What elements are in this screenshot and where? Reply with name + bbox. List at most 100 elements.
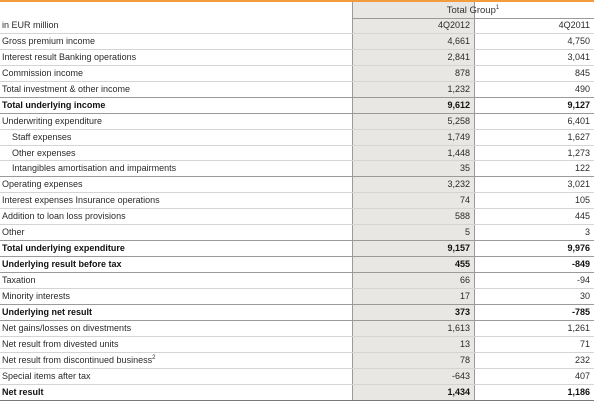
row-label-text: Interest expenses Insurance operations [2,195,160,206]
row-label: Underlying net result [2,307,92,317]
value-4q2012: 13 [459,338,470,349]
column-divider [474,2,475,401]
value-4q2011: 4,750 [567,35,590,46]
value-4q2012: 9,157 [447,243,470,254]
value-4q2012: 1,434 [447,386,470,397]
row-label-text: Net result [2,386,44,397]
value-4q2012: 35 [459,163,470,174]
table-row: Underwriting expenditure 5,258 6,401 [0,114,594,130]
table-row: Net gains/losses on divestments 1,613 1,26… [0,321,594,337]
value-4q2011: 407 [574,370,590,381]
table-row: Total underlying expenditure 9,157 9,976 [0,241,594,258]
row-label: Underlying result before tax [2,259,122,269]
value-4q2012: 2,841 [447,51,470,62]
value-4q2012: 66 [459,275,470,285]
value-4q2012: 5,258 [447,115,470,126]
row-label-text: Net result from divested units [2,338,119,349]
table-row: Other expenses 1,448 1,273 [0,146,594,162]
value-4q2011: 105 [574,195,590,206]
row-label: Special items after tax [2,371,91,381]
value-4q2012: 9,612 [447,99,470,110]
value-4q2012: 3,232 [447,179,470,190]
column-header-row: in EUR million 4Q2012 4Q2011 [0,18,594,34]
row-label-text: Special items after tax [2,370,91,381]
top-accent-rule [0,0,594,2]
row-label-text: Interest result Banking operations [2,51,137,62]
value-4q2011: 122 [574,163,590,174]
value-4q2011: -94 [576,275,590,285]
row-label: Operating expenses [2,179,83,189]
row-label: Net result from discontinued business2 [2,355,155,365]
group-title-footnote: 1 [495,4,500,11]
row-label-text: Addition to loan loss provisions [2,211,126,222]
table-row: Underlying net result 373 -785 [0,305,594,321]
row-label: Gross premium income [2,36,95,46]
value-4q2011: 3,041 [567,51,590,62]
row-label-text: Total investment & other income [2,83,131,94]
value-4q2011: 232 [574,354,590,365]
table-row: Operating expenses 3,232 3,021 [0,177,594,194]
row-label: Net result [2,387,44,397]
row-label-text: Total underlying expenditure [2,243,125,254]
row-label: Taxation [2,275,36,285]
row-label: Intangibles amortisation and impairments [12,163,176,173]
value-4q2011: 490 [574,83,590,94]
row-label-text: Underlying net result [2,306,93,317]
row-label-text: Staff expenses [12,131,72,142]
value-4q2012: 5 [464,227,470,238]
value-4q2011: 445 [574,211,590,222]
row-label-text: Underlying result before tax [2,259,122,270]
value-4q2012: 1,232 [447,83,470,94]
row-label-text: Underwriting expenditure [2,115,103,126]
row-label-text: Intangibles amortisation and impairments [12,163,177,174]
value-4q2012: 588 [454,211,470,222]
row-label-text: Other [2,227,25,238]
column-header-4q2011: 4Q2011 [558,20,590,30]
table-row: Staff expenses 1,749 1,627 [0,130,594,146]
table-row: Total investment & other income 1,232 490 [0,82,594,98]
row-label: Staff expenses [12,132,71,142]
value-4q2011: 845 [574,67,590,78]
value-4q2012: 74 [459,195,470,206]
value-4q2012: 17 [459,290,470,301]
table-row: Taxation 66 -94 [0,273,594,289]
row-label-text: Other expenses [12,147,76,158]
value-4q2011: 1,186 [567,386,590,397]
row-label: Other expenses [12,148,76,158]
row-label-text: Net result from discontinued business [2,354,153,365]
row-label: Total underlying income [2,100,105,110]
table-row: Addition to loan loss provisions 588 445 [0,209,594,226]
value-4q2011: 9,127 [567,99,590,110]
row-label: Underwriting expenditure [2,116,102,126]
value-4q2011: 1,627 [567,131,590,142]
table-row: Commission income 878 845 [0,66,594,82]
value-4q2011: 1,273 [567,147,590,158]
column-divider [352,2,353,401]
value-4q2012: -643 [451,370,470,381]
value-4q2011: 6,401 [567,115,590,126]
value-4q2011: 9,976 [567,243,590,254]
row-label: Addition to loan loss provisions [2,211,126,221]
row-label: Minority interests [2,291,70,301]
row-label: Interest result Banking operations [2,52,136,62]
value-4q2012: 1,448 [447,147,470,158]
row-label-text: Commission income [2,67,84,78]
table-row: Gross premium income 4,661 4,750 [0,34,594,50]
value-4q2011: -785 [571,306,590,317]
table-row: Special items after tax -643 407 [0,369,594,385]
table-row: Minority interests 17 30 [0,289,594,305]
row-label-text: Minority interests [2,290,71,301]
current-period-column-shading [352,2,474,401]
value-4q2011: 3,021 [567,179,590,190]
row-label-text: Gross premium income [2,35,96,46]
row-label-text: Taxation [2,275,36,285]
group-title: Total Group [446,5,496,16]
value-4q2011: 30 [579,290,590,301]
table-row: Interest expenses Insurance operations 74… [0,193,594,210]
table-body: in EUR million 4Q2012 4Q2011 Gross premi… [0,18,594,401]
table-row: Total underlying income 9,612 9,127 [0,98,594,114]
value-4q2011: -849 [571,259,590,270]
bottom-rule [0,400,594,401]
row-label: Other [2,227,25,237]
